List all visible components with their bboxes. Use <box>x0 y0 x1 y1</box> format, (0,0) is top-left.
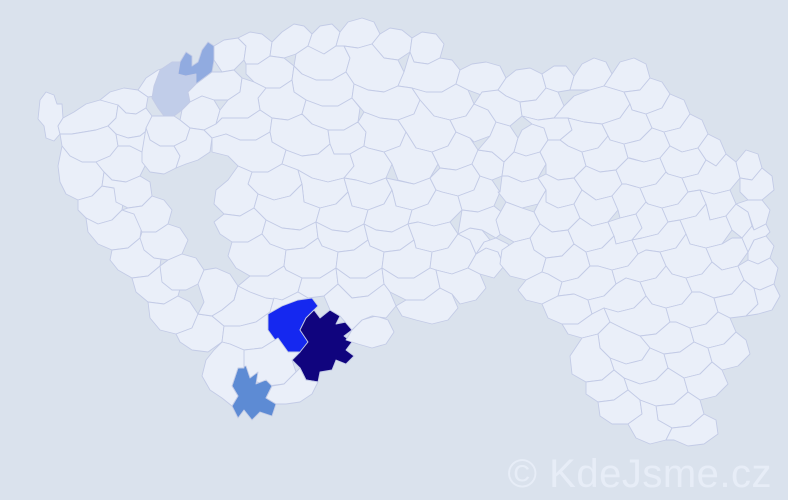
district[interactable] <box>736 200 770 230</box>
watermark: © KdeJsme.cz <box>508 454 772 494</box>
district[interactable] <box>202 342 244 406</box>
district[interactable] <box>474 90 522 126</box>
district[interactable] <box>746 284 780 316</box>
district[interactable] <box>234 266 302 300</box>
district[interactable] <box>542 66 574 92</box>
district[interactable] <box>396 288 458 324</box>
district[interactable] <box>266 368 318 404</box>
district[interactable] <box>214 38 246 72</box>
watermark-text: KdeJsme.cz <box>549 452 772 496</box>
district[interactable] <box>122 196 172 232</box>
district[interactable] <box>628 400 672 444</box>
district[interactable] <box>86 210 142 250</box>
district[interactable] <box>666 414 718 446</box>
district[interactable] <box>742 224 770 252</box>
copyright-icon: © <box>507 452 538 496</box>
district[interactable] <box>740 168 774 200</box>
district[interactable] <box>140 224 188 260</box>
district[interactable] <box>38 92 63 141</box>
district[interactable] <box>214 166 258 216</box>
district[interactable] <box>324 284 396 330</box>
district[interactable] <box>436 268 486 304</box>
